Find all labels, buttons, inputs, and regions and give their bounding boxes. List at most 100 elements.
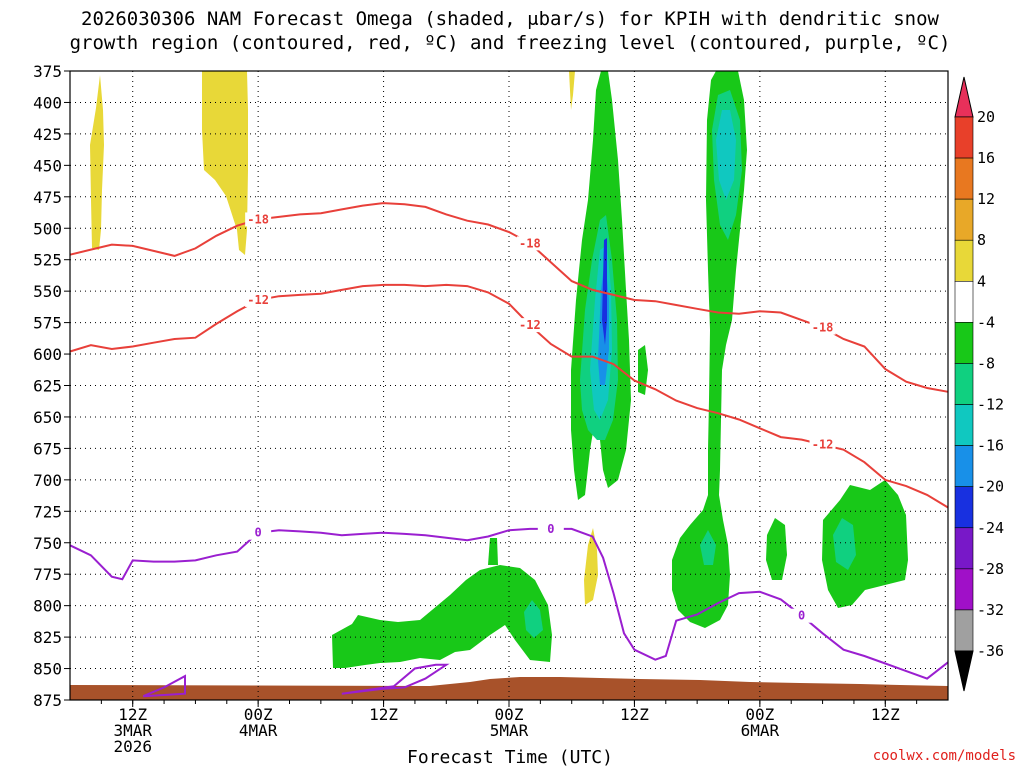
dgz_red-label-bg [245, 292, 272, 307]
omega-shade-yellow-4 [584, 528, 598, 605]
omega-shade-darkblue-core [602, 238, 607, 345]
y-tick-label: 475 [33, 188, 62, 207]
omega-shade-yellow-1 [90, 75, 104, 250]
freezing_purple-label-bg [245, 525, 272, 540]
y-tick-label: 600 [33, 345, 62, 364]
y-tick-label: 700 [33, 471, 62, 490]
x-tick-label: 3MAR [113, 721, 152, 740]
y-tick-label: 875 [33, 691, 62, 710]
y-tick-label: 375 [33, 62, 62, 81]
omega-shade-teal-column-2 [716, 110, 736, 200]
colorbar-band [954, 281, 974, 323]
dgz_red-contour-label: -12 [812, 438, 834, 452]
y-axis: 375 400 425 450 475 500 525 550 575 600 625 650 675 7… [33, 62, 70, 710]
colorbar-band [954, 198, 974, 241]
omega-shade-green-low-level [332, 565, 552, 668]
freezing_purple-label-bg [788, 608, 815, 623]
colorbar-band [954, 322, 974, 364]
x-tick-label: 12Z [871, 705, 900, 724]
y-tick-label: 800 [33, 597, 62, 616]
freezing_purple-label-bg [537, 521, 564, 536]
y-tick-label: 650 [33, 408, 62, 427]
y-tick-label: 750 [33, 534, 62, 553]
omega-shade-green-blob [766, 518, 787, 580]
x-tick-label: 2026 [113, 737, 152, 756]
colorbar-band [954, 116, 974, 159]
colorbar-label: -28 [977, 560, 1004, 578]
credit-text: coolwx.com/models [873, 748, 1016, 764]
omega-positive-shading [90, 71, 598, 605]
dgz_red-contour-0 [69, 202, 949, 393]
x-tick-label: 12Z [118, 705, 147, 724]
colorbar-bottom-arrow [954, 650, 974, 692]
colorbar-label: 12 [977, 190, 995, 208]
dgz_red-contour-label: -12 [519, 318, 541, 332]
colorbar-label: -32 [977, 601, 1004, 619]
colorbar-label: -4 [977, 313, 995, 331]
colorbar-label: 4 [977, 272, 986, 290]
y-tick-label: 775 [33, 565, 62, 584]
y-tick-label: 725 [33, 502, 62, 521]
x-tick-label: 00Z [495, 705, 524, 724]
colorbar-top-arrow [954, 76, 974, 118]
y-tick-label: 425 [33, 125, 62, 144]
y-tick-label: 850 [33, 660, 62, 679]
colorbar-band [954, 486, 974, 529]
y-tick-label: 575 [33, 314, 62, 333]
omega-shade-yellow-3 [569, 71, 575, 110]
colorbar-band [954, 157, 974, 200]
colorbar-band [954, 239, 974, 282]
y-tick-label: 450 [33, 156, 62, 175]
x-tick-label: 00Z [745, 705, 774, 724]
colorbar-band [954, 363, 974, 405]
colorbar-band [954, 445, 974, 487]
dgz_red-label-bg [809, 320, 836, 335]
dgz_red-contour-label: -18 [519, 236, 541, 250]
x-tick-label: 12Z [369, 705, 398, 724]
x-tick-label: 6MAR [741, 721, 780, 740]
y-tick-label: 525 [33, 251, 62, 270]
colorbar-band [954, 568, 974, 611]
x-tick-label: 5MAR [490, 721, 529, 740]
y-tick-label: 400 [33, 93, 62, 112]
colorbar-band [954, 527, 974, 570]
y-tick-label: 550 [33, 282, 62, 301]
freezing_purple-contour-label: 0 [255, 526, 262, 540]
freezing_purple-contour-2 [341, 663, 450, 695]
freezing_purple-contour-label: 0 [798, 609, 805, 623]
chart-title-line2: growth region (contoured, red, ºC) and f… [70, 32, 951, 54]
y-tick-label: 625 [33, 377, 62, 396]
colorbar-label: 8 [977, 231, 986, 249]
dgz_red-contour-1 [69, 283, 949, 509]
omega-shade-mint-low-level [524, 600, 543, 638]
x-tick-label: 00Z [244, 705, 273, 724]
y-tick-label: 825 [33, 628, 62, 647]
colorbar-label: -16 [977, 437, 1004, 455]
colorbar: 20 16 12 8 4 -4 -8 -12 -16 -20 -24 -28 -32 -36 [954, 76, 1004, 692]
omega-shade-mint-low-2 [700, 530, 716, 565]
omega-shade-green-spike [488, 538, 498, 565]
dgz_red-contour-label: -18 [812, 321, 834, 335]
dgz_red-contour-label: -12 [247, 293, 269, 307]
y-tick-label: 675 [33, 439, 62, 458]
contour-labels: -18 -18 -18 -12 -12 -12 0 0 0 [245, 212, 836, 623]
colorbar-label: -36 [977, 642, 1004, 660]
dgz_red-contour-label: -18 [247, 212, 269, 226]
freezing_purple-contour-label: 0 [547, 522, 554, 536]
terrain-surface [70, 677, 948, 700]
colorbar-label: -8 [977, 354, 995, 372]
omega-negative-shading [332, 71, 908, 668]
colorbar-label: -20 [977, 478, 1004, 496]
x-tick-label: 12Z [620, 705, 649, 724]
dgz_red-label-bg [245, 212, 272, 227]
contour-lines [69, 202, 949, 698]
y-tick-label: 500 [33, 219, 62, 238]
colorbar-label: -12 [977, 396, 1004, 414]
freezing_purple-contour-0 [69, 527, 949, 680]
dgz_red-label-bg [809, 437, 836, 452]
x-axis-title: Forecast Time (UTC) [407, 747, 613, 768]
colorbar-label: 20 [977, 108, 995, 126]
colorbar-band [954, 609, 974, 652]
freezing_purple-contour-1 [142, 674, 186, 698]
